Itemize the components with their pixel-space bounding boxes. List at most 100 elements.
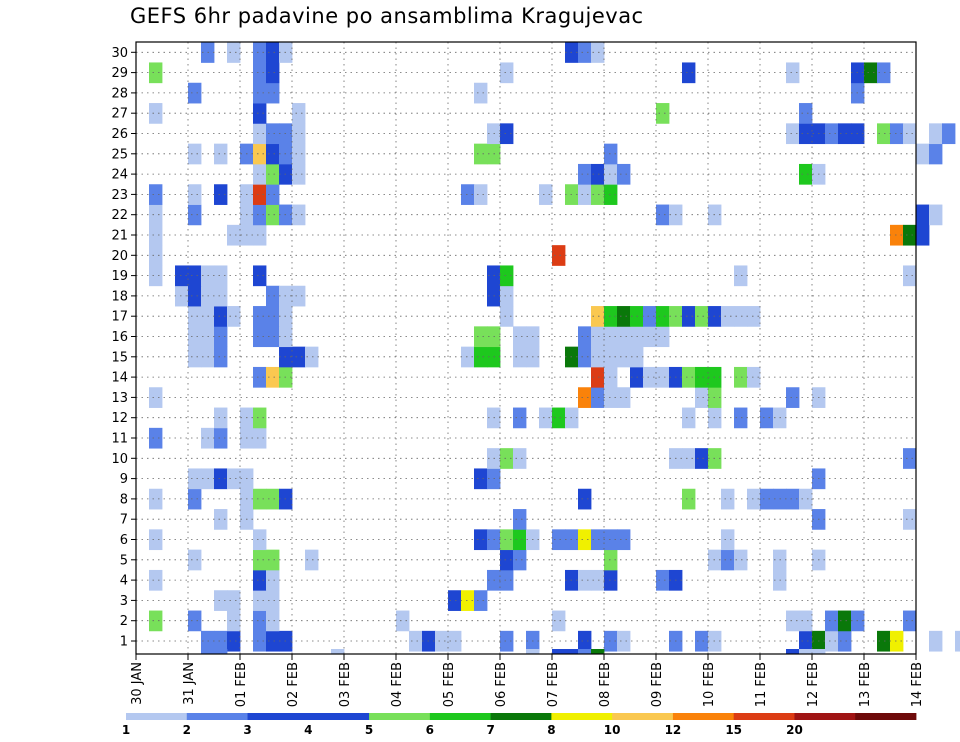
heatmap-cell — [682, 407, 696, 429]
heatmap-cell — [188, 204, 202, 226]
heatmap-cell — [955, 630, 960, 652]
heatmap-cell — [292, 346, 306, 368]
x-tick-label: 30 JAN — [130, 662, 145, 705]
heatmap-cell — [591, 184, 605, 205]
heatmap-cell — [656, 103, 670, 124]
heatmap-cell — [617, 529, 631, 551]
heatmap-cell — [799, 103, 813, 124]
heatmap-cell — [149, 62, 163, 84]
heatmap-cell — [578, 387, 592, 408]
heatmap-cell — [253, 610, 267, 632]
heatmap-cell — [474, 184, 488, 205]
heatmap-cell — [643, 326, 657, 348]
heatmap-cell — [578, 42, 592, 63]
heatmap-cell — [266, 590, 280, 611]
y-tick-label: 20 — [111, 249, 128, 264]
heatmap-cell — [877, 123, 891, 145]
heatmap-cell — [305, 346, 319, 368]
heatmap-cell — [188, 184, 202, 205]
heatmap-cell — [292, 103, 306, 124]
colorbar-label: 7 — [486, 723, 494, 737]
heatmap-cell — [513, 549, 527, 571]
heatmap-cell — [890, 123, 904, 145]
heatmap-cell — [513, 509, 527, 530]
chart-title: GEFS 6hr padavine po ansamblima Kragujev… — [130, 4, 644, 28]
heatmap-cell — [747, 488, 761, 510]
heatmap-cell — [214, 285, 228, 307]
heatmap-cell — [500, 265, 514, 287]
y-tick-label: 21 — [111, 229, 128, 244]
heatmap-cell — [500, 123, 514, 145]
heatmap-cell — [448, 590, 462, 611]
x-tick-label: 02 FEB — [286, 662, 301, 707]
heatmap-cell — [253, 427, 267, 449]
y-tick-label: 3 — [120, 594, 128, 609]
colorbar-swatch — [551, 713, 613, 720]
x-tick-label: 31 JAN — [182, 662, 197, 705]
y-tick-label: 8 — [120, 492, 128, 507]
heatmap-cell — [903, 123, 917, 145]
heatmap-cell — [253, 549, 267, 571]
colorbar-label: 20 — [786, 723, 803, 737]
heatmap-cell — [253, 569, 267, 591]
heatmap-cell — [253, 163, 267, 185]
heatmap-cell — [721, 529, 735, 551]
heatmap-cell — [500, 529, 514, 551]
heatmap-cell — [786, 649, 800, 654]
heatmap-cell — [201, 649, 215, 654]
colorbar-label: 4 — [304, 723, 312, 737]
heatmap-cell — [604, 366, 618, 388]
heatmap-cell — [578, 163, 592, 185]
heatmap-cell — [903, 509, 917, 530]
heatmap-cell — [474, 326, 488, 348]
heatmap-cell — [656, 366, 670, 388]
heatmap-cell — [552, 529, 566, 551]
heatmap-cell — [266, 306, 280, 327]
heatmap-cell — [578, 326, 592, 348]
heatmap-cell — [877, 630, 891, 652]
heatmap-cell — [786, 387, 800, 408]
heatmap-cell — [760, 407, 774, 429]
heatmap-cell — [188, 468, 202, 490]
grid-lines — [136, 42, 916, 654]
heatmap-cell — [617, 306, 631, 327]
y-tick-label: 13 — [111, 391, 128, 406]
heatmap-cell — [305, 549, 319, 571]
heatmap-cell — [253, 265, 267, 287]
heatmap-cell — [188, 143, 202, 165]
heatmap-cell — [396, 610, 410, 632]
heatmap-cell — [903, 265, 917, 287]
heatmap-cell — [253, 366, 267, 388]
colorbar-swatch — [247, 713, 309, 720]
heatmap-cell — [760, 488, 774, 510]
heatmap-cell — [149, 529, 163, 551]
y-tick-label: 15 — [111, 350, 128, 365]
heatmap-cell — [266, 549, 280, 571]
heatmap-cell — [695, 366, 709, 388]
heatmap-cell — [188, 265, 202, 287]
heatmap-cell — [513, 529, 527, 551]
colorbar-swatch — [672, 713, 735, 720]
heatmap-cell — [864, 62, 878, 84]
x-tick-label: 01 FEB — [234, 662, 249, 707]
heatmap-cell — [253, 590, 267, 611]
heatmap-cell — [604, 306, 618, 327]
heatmap-cell — [591, 387, 605, 408]
heatmap-cell — [227, 610, 241, 632]
heatmap-cell — [253, 204, 267, 226]
heatmap-cell — [253, 82, 267, 104]
heatmap-cell — [513, 346, 527, 368]
heatmap-cell — [214, 265, 228, 287]
heatmap-cell — [214, 590, 228, 611]
heatmap-cell — [617, 326, 631, 348]
heatmap-cell — [500, 62, 514, 84]
heatmap-cell — [890, 630, 904, 652]
heatmap-cell — [604, 630, 618, 652]
heatmap-cell — [916, 143, 930, 165]
y-tick-label: 27 — [111, 107, 128, 122]
plot-frame — [135, 41, 917, 655]
heatmap-cell — [266, 285, 280, 307]
heatmap-cell — [227, 42, 241, 63]
y-tick-label: 24 — [111, 168, 128, 183]
